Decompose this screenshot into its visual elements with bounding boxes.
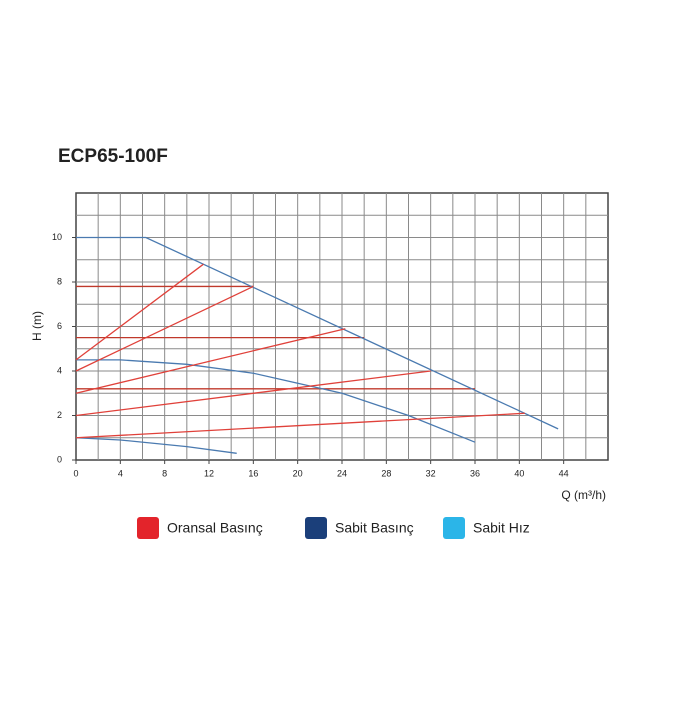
y-axis-label: H (m) bbox=[30, 311, 44, 341]
series-line bbox=[75, 263, 204, 361]
series-line bbox=[75, 412, 525, 439]
x-tick-label: 8 bbox=[162, 468, 167, 478]
y-tick-label: 4 bbox=[57, 365, 62, 375]
x-tick-label: 4 bbox=[118, 468, 123, 478]
legend-label: Oransal Basınç bbox=[167, 520, 263, 536]
legend-label: Sabit Basınç bbox=[335, 520, 414, 536]
series-line bbox=[75, 328, 346, 394]
series-line bbox=[75, 437, 237, 454]
x-tick-label: 36 bbox=[470, 468, 480, 478]
x-axis-label: Q (m³/h) bbox=[561, 488, 606, 502]
legend-label: Sabit Hız bbox=[473, 520, 530, 536]
x-tick-label: 16 bbox=[248, 468, 258, 478]
y-tick-label: 8 bbox=[57, 276, 62, 286]
legend-swatch bbox=[443, 517, 465, 539]
x-tick-label: 0 bbox=[73, 468, 78, 478]
series-line bbox=[76, 236, 559, 430]
y-tick-label: 6 bbox=[57, 321, 62, 331]
x-tick-label: 44 bbox=[559, 468, 569, 478]
series-line bbox=[76, 359, 476, 443]
x-tick-label: 20 bbox=[293, 468, 303, 478]
x-tick-label: 24 bbox=[337, 468, 347, 478]
x-tick-label: 28 bbox=[381, 468, 391, 478]
y-tick-label: 10 bbox=[52, 232, 62, 242]
x-tick-label: 40 bbox=[514, 468, 524, 478]
series-line bbox=[75, 370, 431, 417]
legend-swatch bbox=[305, 517, 327, 539]
legend-swatch bbox=[137, 517, 159, 539]
series-line bbox=[75, 285, 254, 372]
y-tick-label: 2 bbox=[57, 410, 62, 420]
chart-title: ECP65-100F bbox=[58, 146, 168, 167]
y-tick-label: 0 bbox=[57, 454, 62, 464]
x-tick-label: 12 bbox=[204, 468, 214, 478]
x-tick-label: 32 bbox=[426, 468, 436, 478]
